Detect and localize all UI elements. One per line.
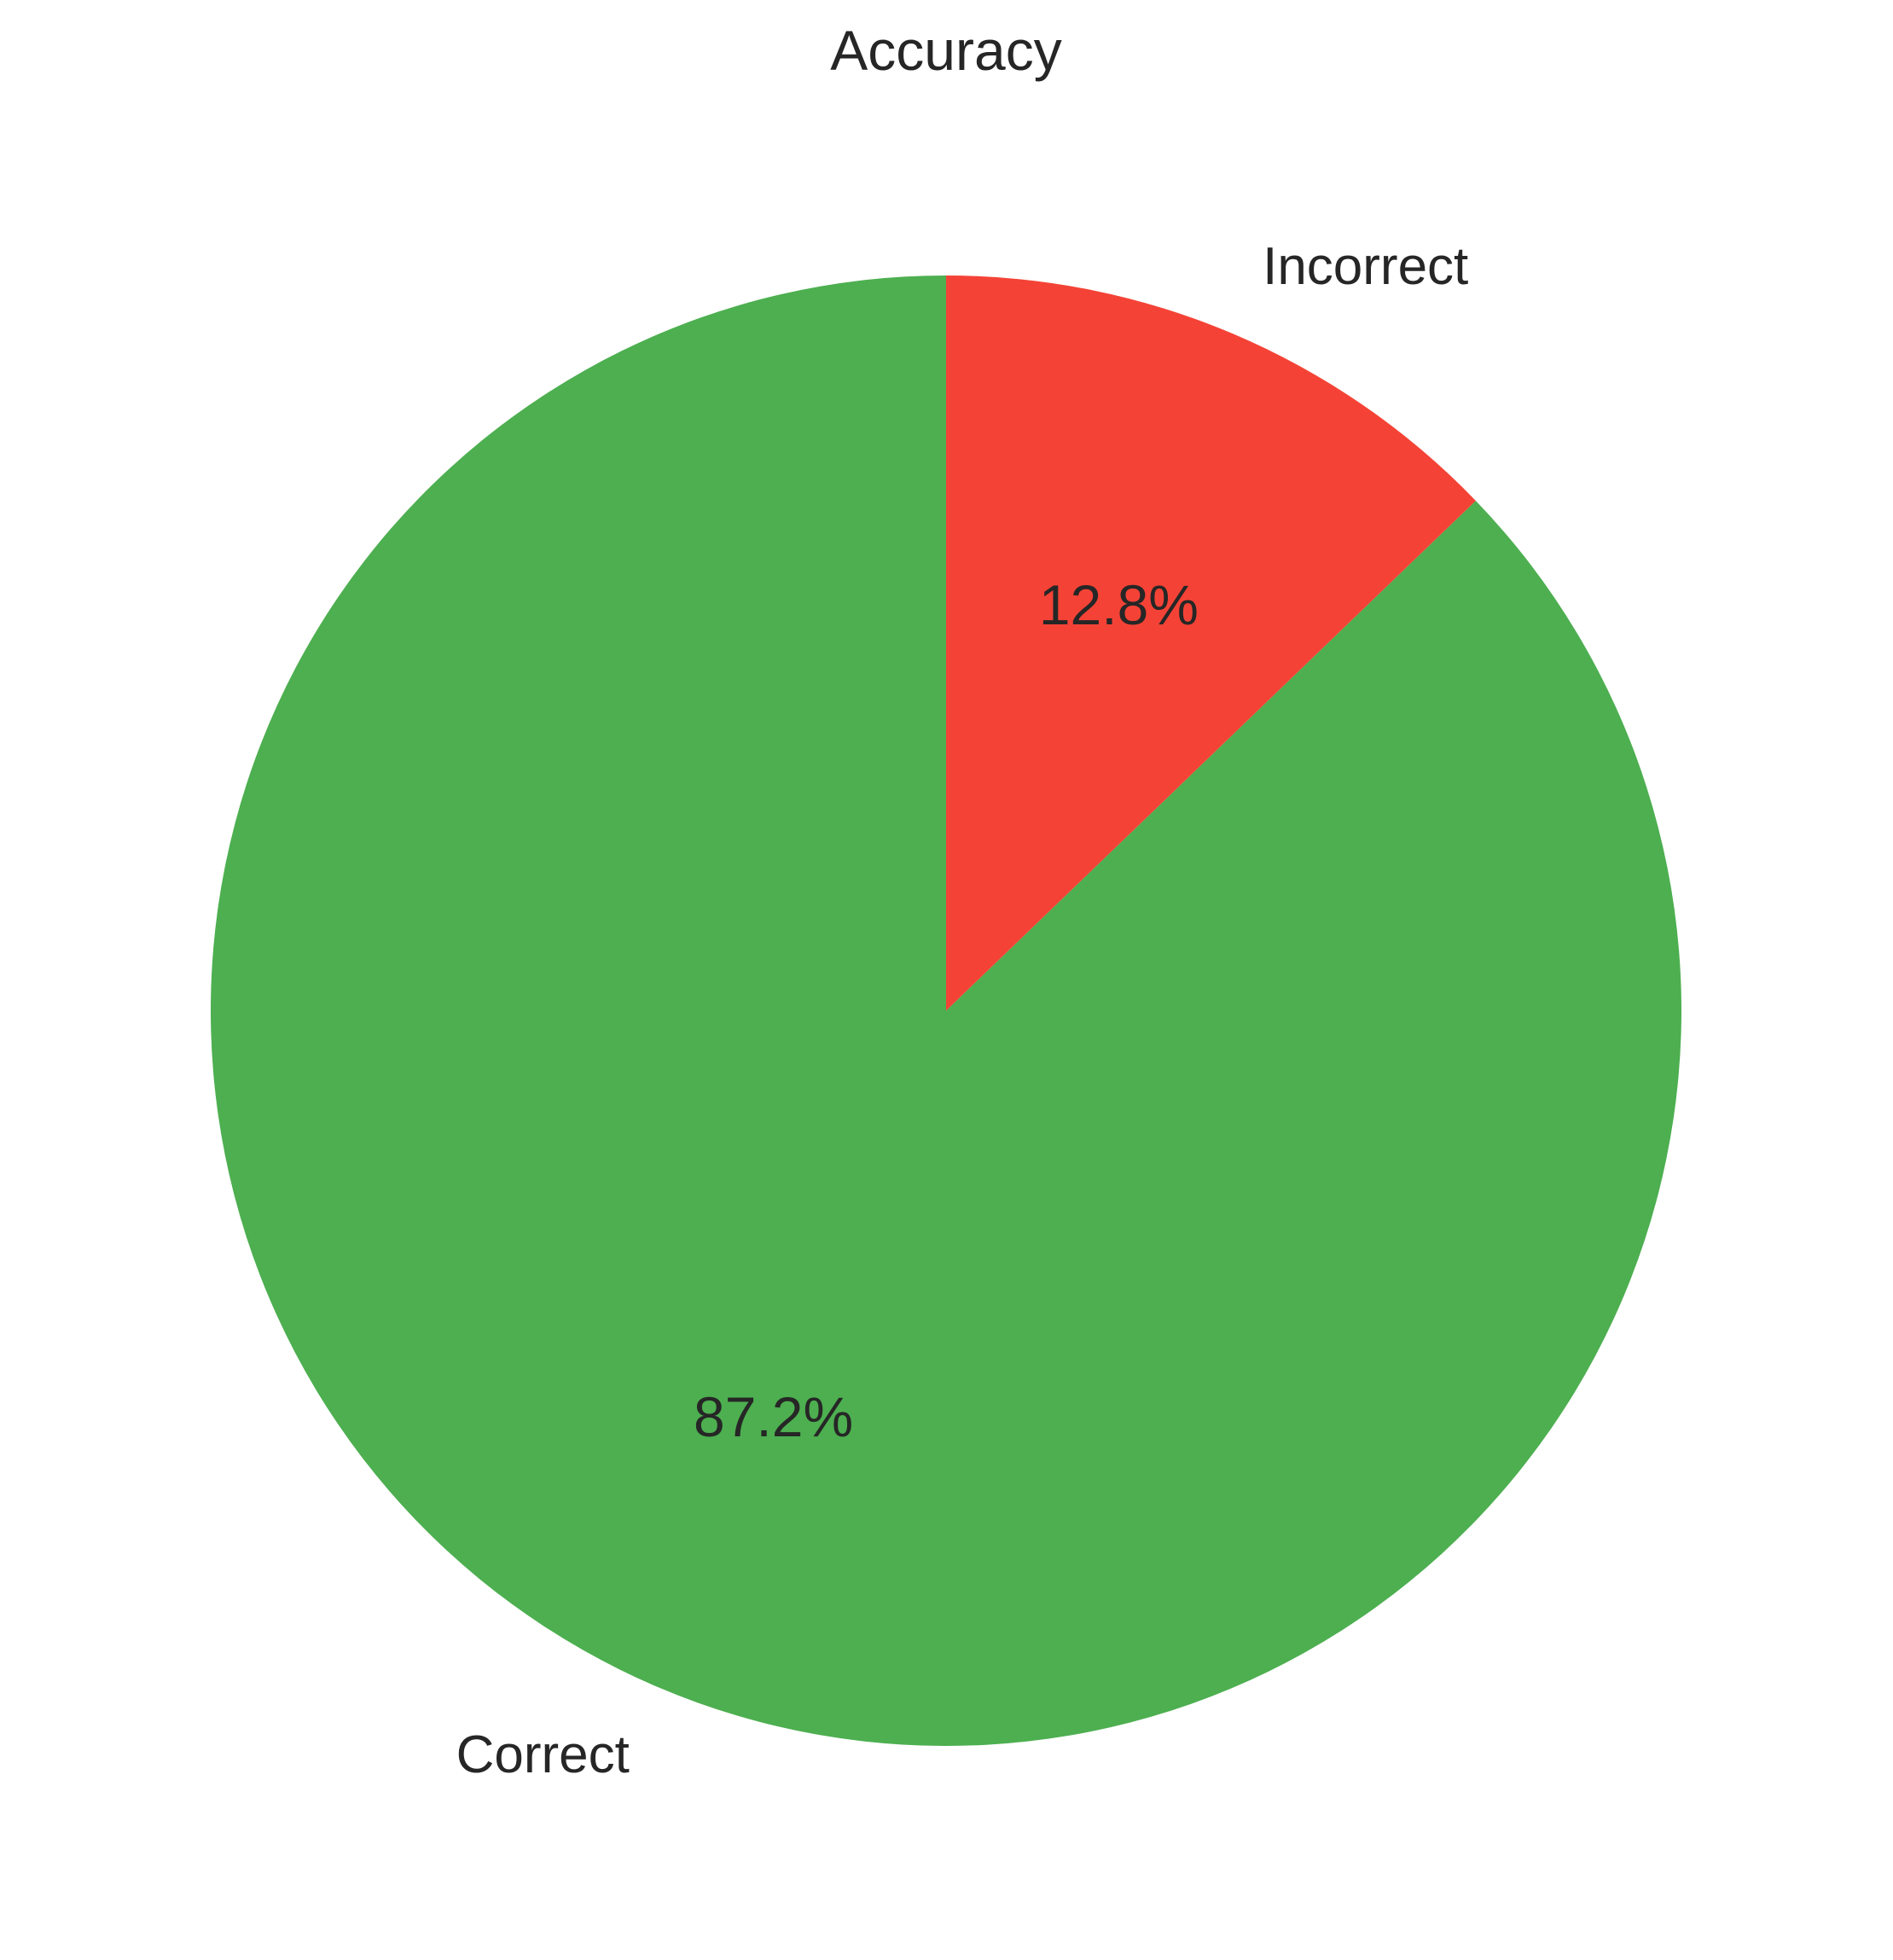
slice-percent-incorrect: 12.8%: [1039, 573, 1199, 636]
pie-slices: [210, 275, 1681, 1747]
slice-percent-correct: 87.2%: [694, 1385, 853, 1448]
slice-label-correct: Correct: [456, 1725, 630, 1784]
pie-slice-incorrect: [946, 275, 1476, 1011]
pie-slice-correct: [210, 275, 1681, 1747]
chart-title: Accuracy: [830, 19, 1061, 82]
slice-label-incorrect: Incorrect: [1263, 237, 1468, 296]
pie-labels: Correct 87.2% Incorrect 12.8%: [456, 237, 1469, 1784]
